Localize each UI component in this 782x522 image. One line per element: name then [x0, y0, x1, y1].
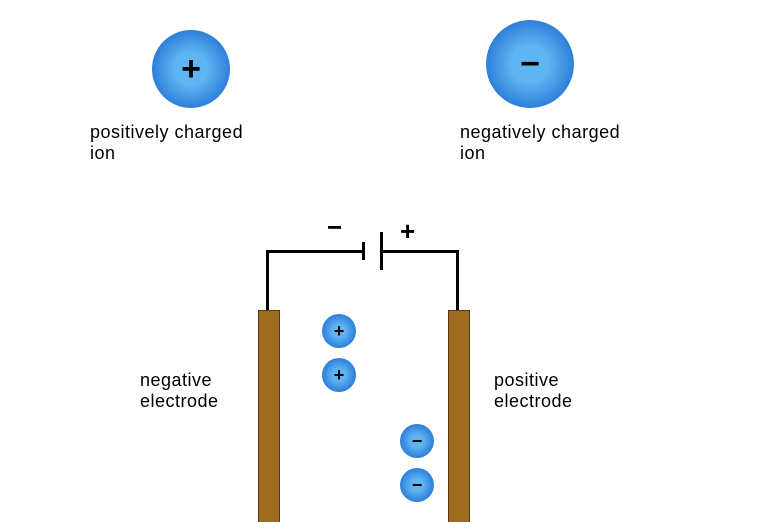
minus-icon: − [412, 432, 423, 450]
plus-icon: + [181, 52, 201, 86]
small-positive-ion-0: + [322, 314, 356, 348]
battery-plus-sign: + [400, 218, 415, 244]
battery-minus-sign: − [327, 214, 342, 240]
battery-short-plate [362, 242, 365, 260]
positive-ion-label: positively charged ion [90, 122, 243, 164]
wire-seg-1 [383, 250, 459, 253]
plus-icon: + [334, 322, 345, 340]
negative-electrode-label: negative electrode [140, 370, 219, 412]
small-positive-ion-1: + [322, 358, 356, 392]
minus-icon: − [520, 47, 540, 81]
positive-electrode-label: positive electrode [494, 370, 573, 412]
negative-electrode [258, 310, 280, 522]
negative-ion-large: − [486, 20, 574, 108]
minus-icon: − [412, 476, 423, 494]
wire-seg-2 [266, 250, 269, 310]
negative-ion-label: negatively charged ion [460, 122, 620, 164]
positive-electrode [448, 310, 470, 522]
small-negative-ion-1: − [400, 468, 434, 502]
positive-ion-large: + [152, 30, 230, 108]
wire-seg-3 [456, 250, 459, 310]
plus-icon: + [334, 366, 345, 384]
wire-seg-0 [266, 250, 362, 253]
small-negative-ion-0: − [400, 424, 434, 458]
